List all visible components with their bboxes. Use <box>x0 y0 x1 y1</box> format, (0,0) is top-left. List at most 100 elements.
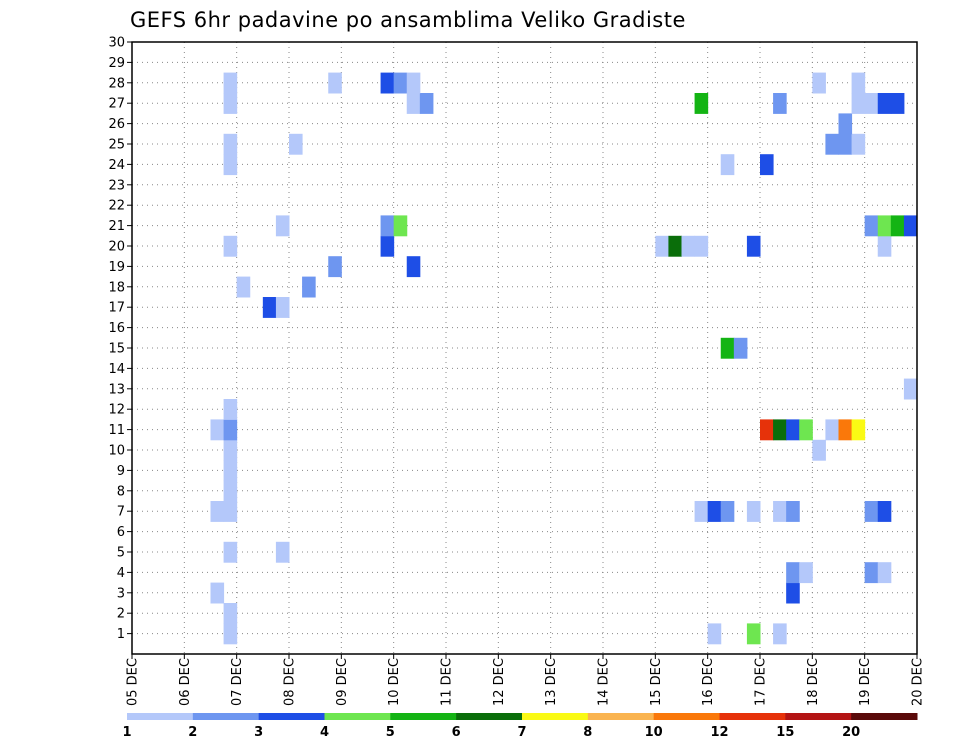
y-tick-label: 20 <box>108 240 125 255</box>
y-tick-label: 3 <box>117 586 125 601</box>
colorbar-segment <box>522 713 589 720</box>
heatmap-cell <box>890 215 905 237</box>
y-tick-label: 4 <box>117 566 125 581</box>
heatmap-cell <box>406 256 421 278</box>
heatmap-cell <box>877 215 892 237</box>
colorbar-label: 5 <box>386 725 395 740</box>
y-tick-label: 29 <box>108 56 125 71</box>
colorbar-segment <box>127 713 194 720</box>
heatmap-cell <box>786 419 800 441</box>
colorbar-segment <box>456 713 523 720</box>
x-tick-label: 14 DEC <box>597 658 612 706</box>
heatmap-cell <box>707 501 722 522</box>
y-tick-label: 12 <box>108 403 125 418</box>
heatmap-cell <box>746 623 761 645</box>
y-tick-label: 14 <box>108 362 125 377</box>
heatmap-cell <box>380 235 395 257</box>
heatmap-cell <box>760 154 774 176</box>
heatmap-cell <box>707 623 722 645</box>
colorbar-segment <box>587 713 655 720</box>
heatmap-cell <box>275 215 290 237</box>
heatmap-cell <box>694 501 709 522</box>
x-tick-label: 10 DEC <box>387 658 402 706</box>
y-tick-label: 16 <box>108 321 125 336</box>
y-tick-label: 18 <box>108 280 125 295</box>
heatmap-cell <box>655 235 669 257</box>
heatmap-cell <box>681 235 696 257</box>
heatmap-cell <box>262 297 277 318</box>
heatmap-cell <box>812 439 826 461</box>
heatmap-cell <box>275 541 290 563</box>
colorbar-segment <box>719 713 786 720</box>
chart-title: GEFS 6hr padavine po ansamblima Veliko G… <box>130 8 686 32</box>
x-tick-label: 12 DEC <box>492 658 507 706</box>
heatmap-cell <box>694 93 709 114</box>
colorbar-label: 20 <box>842 725 860 740</box>
x-tick-label: 07 DEC <box>230 658 245 706</box>
y-tick-label: 27 <box>108 97 125 112</box>
x-tick-label: 17 DEC <box>754 658 769 706</box>
heatmap-cell <box>289 133 303 155</box>
heatmap-cell <box>210 582 225 604</box>
y-tick-label: 6 <box>117 525 125 540</box>
colorbar-segment <box>390 713 457 720</box>
y-tick-label: 23 <box>108 178 125 193</box>
x-tick-label: 13 DEC <box>544 658 559 706</box>
colorbar-label: 8 <box>583 725 592 740</box>
heatmap-cell <box>223 235 238 257</box>
heatmap-cell <box>720 154 735 176</box>
colorbar-segment <box>324 713 391 720</box>
heatmap-cell <box>668 235 682 257</box>
colorbar-label: 4 <box>320 725 329 740</box>
heatmap-cell <box>746 235 761 257</box>
heatmap-cell <box>864 93 879 114</box>
heatmap-cell <box>903 378 918 400</box>
heatmap-cell <box>838 133 853 155</box>
heatmap-cell <box>380 72 395 94</box>
y-tick-label: 2 <box>117 607 125 622</box>
colorbar-segment <box>258 713 325 720</box>
y-tick-label: 8 <box>117 484 125 499</box>
y-tick-label: 7 <box>117 505 125 520</box>
heatmap-cell <box>851 72 866 94</box>
x-tick-label: 18 DEC <box>806 658 821 706</box>
heatmap-cell <box>773 501 787 522</box>
x-tick-label: 06 DEC <box>178 658 193 706</box>
colorbar-label: 10 <box>645 725 663 740</box>
y-tick-label: 5 <box>117 546 125 561</box>
heatmap-cell <box>825 419 839 441</box>
y-tick-label: 19 <box>108 260 125 275</box>
y-tick-label: 21 <box>108 219 125 234</box>
heatmap-cell <box>812 72 826 94</box>
heatmap-cell <box>877 501 892 522</box>
y-tick-label: 28 <box>108 76 125 91</box>
heatmap-cell <box>302 276 316 298</box>
y-tick-label: 10 <box>108 444 125 459</box>
heatmap-cell <box>877 562 892 584</box>
heatmap-cell <box>223 399 238 420</box>
heatmap-cell <box>406 93 421 114</box>
y-tick-labels: 1234567891011121314151617181920212223242… <box>108 36 125 643</box>
heatmap-cell <box>851 419 866 441</box>
y-tick-label: 1 <box>117 627 125 642</box>
x-tick-label: 15 DEC <box>649 658 664 706</box>
heatmap-cell <box>223 133 238 155</box>
colorbar-label: 2 <box>188 725 197 740</box>
y-tick-label: 13 <box>108 382 125 397</box>
y-tick-label: 22 <box>108 199 125 214</box>
heatmap-cell <box>223 460 238 482</box>
heatmap-cell <box>223 623 238 645</box>
colorbar-segment <box>653 713 720 720</box>
heatmap-cell <box>236 276 251 298</box>
heatmap-cell <box>851 133 866 155</box>
heatmap-cell <box>419 93 434 114</box>
heatmap-cells <box>210 72 918 645</box>
colorbar-label: 15 <box>776 725 794 740</box>
heatmap-cell <box>838 113 853 135</box>
heatmap-cell <box>773 623 787 645</box>
heatmap-cell <box>773 93 787 114</box>
x-tick-label: 05 DEC <box>126 658 141 706</box>
colorbar: 1 2 3 4 5 6 7 8 10 12 15 20 <box>122 713 918 740</box>
x-tick-label: 20 DEC <box>911 658 926 706</box>
x-tick-label: 09 DEC <box>335 658 350 706</box>
